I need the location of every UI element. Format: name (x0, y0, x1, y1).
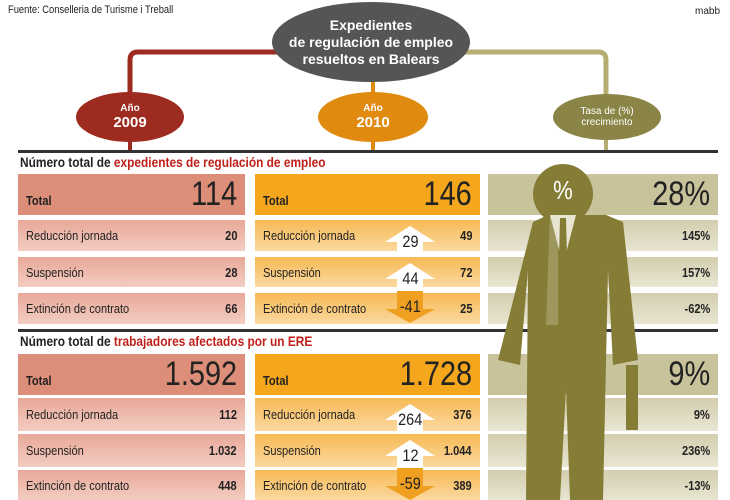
year-value: 2009 (113, 114, 147, 131)
row-label: Extinción de contrato (26, 301, 130, 316)
row-label: Suspensión (26, 264, 84, 280)
title-line-3: resueltos en Balears (302, 50, 440, 67)
label: Total (26, 193, 52, 208)
growth-ellipse: Tasa de (%) crecimiento (553, 94, 661, 140)
row-2009: Suspensión 1.032 (18, 434, 245, 467)
total-2009: Total 114 (18, 174, 245, 215)
title-ellipse: Expedientes de regulación de empleo resu… (272, 2, 470, 82)
growth-label-1: Tasa de (%) (580, 106, 634, 117)
year-value: 2010 (356, 114, 390, 131)
row-value: 28 (224, 264, 237, 280)
row-2010: Reducción jornada 376 (255, 398, 480, 431)
row-value: 448 (218, 477, 237, 493)
row-2010: Suspensión 72 (255, 257, 480, 287)
arrow-down-icon: -41 (385, 291, 435, 323)
row-value: 1.032 (209, 443, 237, 458)
row-2009: Reducción jornada 112 (18, 398, 245, 431)
value: 114 (190, 175, 237, 213)
row-value: -62% (684, 301, 710, 316)
row-value: 389 (453, 477, 472, 493)
value: 28% (652, 175, 710, 213)
row-2010: Reducción jornada 49 (255, 220, 480, 251)
section-1-heading: Número total de expedientes de regulació… (20, 154, 326, 170)
difference-value: -41 (399, 297, 421, 316)
row-2009: Extinción de contrato 448 (18, 470, 245, 500)
row-value: 376 (453, 407, 472, 422)
growth-label-2: crecimiento (581, 117, 633, 128)
year-2009-ellipse: Año 2009 (76, 92, 184, 142)
row-label: Reducción jornada (263, 407, 356, 422)
row-2010: Extinción de contrato 25 (255, 293, 480, 324)
year-label: Año (120, 103, 140, 114)
row-label: Suspensión (26, 443, 84, 458)
row-2009: Suspensión 28 (18, 257, 245, 287)
value: 1.728 (399, 355, 472, 393)
row-value: 25 (459, 301, 472, 316)
row-value: 236% (681, 443, 710, 458)
total-2010: Total 1.728 (255, 354, 480, 395)
difference-value: -59 (399, 474, 421, 493)
row-value: -13% (684, 477, 710, 493)
total-2009: Total 1.592 (18, 354, 245, 395)
heading-plain: Número total de (20, 154, 114, 170)
arrow-up-icon: 44 (385, 263, 435, 295)
arrow-down-icon: -59 (385, 468, 435, 500)
heading-highlight: trabajadores afectados por un ERE (113, 333, 313, 349)
row-value: 9% (694, 407, 710, 422)
row-value: 145% (681, 228, 710, 243)
row-label: Reducción jornada (26, 228, 119, 243)
row-2010: Suspensión 1.044 (255, 434, 480, 467)
difference-value: 44 (401, 269, 419, 288)
credit: mabb (694, 6, 720, 17)
row-value: 20 (224, 228, 237, 243)
row-value: 157% (681, 264, 710, 280)
year-label: Año (363, 103, 383, 114)
heading-plain: Número total de (20, 333, 114, 349)
arrow-up-icon: 264 (385, 404, 435, 436)
difference-value: 264 (397, 410, 423, 429)
row-label: Extinción de contrato (263, 477, 367, 493)
row-label: Suspensión (263, 443, 321, 458)
row-value: 1.044 (444, 443, 472, 458)
source-note: Fuente: Conselleria de Turisme i Treball (8, 4, 174, 16)
row-2009: Reducción jornada 20 (18, 220, 245, 251)
value: 146 (423, 175, 472, 213)
difference-value: 29 (401, 232, 419, 251)
row-value: 112 (219, 407, 237, 422)
heading-highlight: expedientes de regulación de empleo (113, 154, 326, 170)
row-label: Reducción jornada (263, 228, 356, 243)
row-value: 72 (459, 264, 472, 280)
arrow-up-icon: 12 (385, 440, 435, 472)
label: Total (26, 373, 52, 388)
businessman-icon (498, 164, 638, 500)
arrow-up-icon: 29 (385, 226, 435, 258)
row-value: 49 (459, 228, 472, 243)
row-value: 66 (224, 301, 237, 316)
row-label: Reducción jornada (26, 407, 119, 422)
label: Total (263, 193, 289, 208)
title-line-2: de regulación de empleo (288, 33, 454, 50)
value: 1.592 (164, 355, 237, 393)
title-line-1: Expedientes (329, 16, 413, 33)
total-2010: Total 146 (255, 174, 480, 215)
section-2-heading: Número total de trabajadores afectados p… (20, 333, 312, 349)
value: 9% (668, 355, 710, 393)
row-2009: Extinción de contrato 66 (18, 293, 245, 324)
total-growth: 28% (488, 174, 718, 215)
row-label: Suspensión (263, 264, 321, 280)
difference-value: 12 (401, 446, 419, 465)
label: Total (263, 373, 289, 388)
divider (18, 329, 718, 332)
row-2010: Extinción de contrato 389 (255, 470, 480, 500)
percent-symbol: % (553, 175, 573, 205)
row-label: Extinción de contrato (263, 301, 367, 316)
row-label: Extinción de contrato (26, 477, 130, 493)
year-2010-ellipse: Año 2010 (318, 92, 428, 142)
